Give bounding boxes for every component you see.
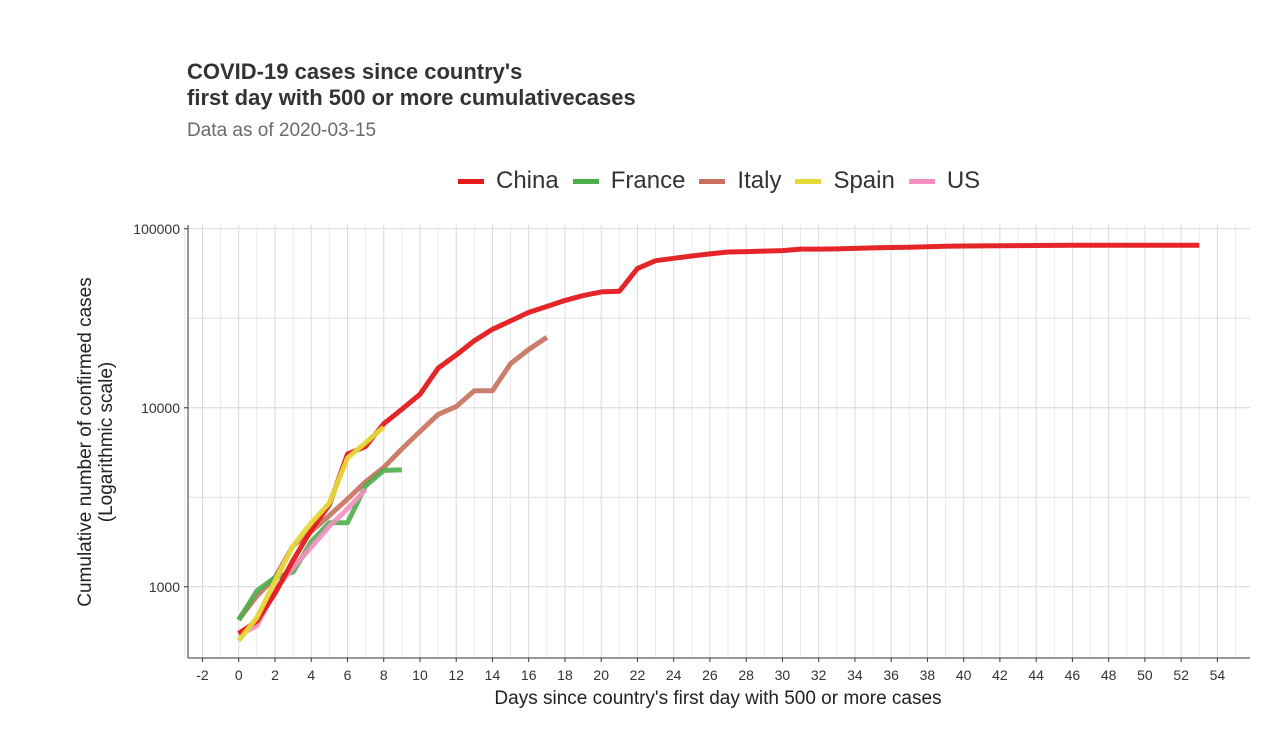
axes: -2 0 2 4 6 8 10 12 14 16 18 20 22 24 26 28 30 32 34 36 38 40 4… <box>133 221 1250 683</box>
chart-legend: China France Italy Spain US <box>458 165 994 197</box>
y-tick-label: 10000 <box>141 400 180 416</box>
x-tick-label: 46 <box>1065 667 1081 683</box>
x-tick-label: 42 <box>992 667 1008 683</box>
x-tick-label: 12 <box>448 667 464 683</box>
legend-swatch <box>458 178 484 184</box>
chart-title-line1: COVID-19 cases since country's <box>187 59 523 84</box>
legend-label: US <box>946 167 981 194</box>
legend-item-china: China <box>458 167 559 195</box>
x-tick-label: 14 <box>485 667 501 683</box>
y-tick-label: 1000 <box>149 579 180 595</box>
x-tick-label: 2 <box>271 667 279 683</box>
series-lines <box>236 242 1200 643</box>
legend-swatch <box>795 178 822 184</box>
x-tick-label: 22 <box>630 667 646 683</box>
legend-swatch <box>572 178 599 184</box>
x-tick-label: 18 <box>557 667 573 683</box>
x-tick-label: 52 <box>1173 667 1189 683</box>
legend-swatch <box>699 178 726 184</box>
legend-label: Spain <box>833 167 895 194</box>
x-tick-label: 0 <box>235 667 243 683</box>
x-tick-label: 24 <box>666 667 682 683</box>
x-tick-label: 50 <box>1137 667 1153 683</box>
legend-label: Italy <box>737 167 782 194</box>
x-tick-label: 6 <box>344 667 352 683</box>
x-tick-label: 38 <box>920 667 936 683</box>
x-tick-label: 20 <box>593 667 609 683</box>
chart-title: COVID-19 cases since country's first day… <box>187 59 636 111</box>
x-tick-label: 40 <box>956 667 972 683</box>
x-tick-label: -2 <box>196 667 209 683</box>
grid-lines <box>183 225 1250 658</box>
legend-item-italy: Italy <box>699 167 781 195</box>
x-tick-label: 28 <box>738 667 754 683</box>
legend-item-us: US <box>908 167 981 195</box>
x-tick-label: 44 <box>1028 667 1044 683</box>
x-tick-label: 16 <box>521 667 537 683</box>
legend-swatch <box>908 178 935 184</box>
series-line-china <box>237 242 1200 636</box>
legend-label: China <box>496 167 559 194</box>
x-tick-label: 26 <box>702 667 718 683</box>
x-tick-label: 10 <box>412 667 428 683</box>
y-axis-label-line2: (Logarithmic scale) <box>96 361 117 523</box>
x-axis-label: Days since country's first day with 500 … <box>494 688 942 709</box>
chart-title-line2: first day with 500 or more cumulativecas… <box>187 85 636 110</box>
x-tick-label: 36 <box>883 667 899 683</box>
series-line-spain <box>236 425 386 643</box>
x-tick-label: 32 <box>811 667 827 683</box>
legend-item-spain: Spain <box>795 167 895 195</box>
x-tick-label: 34 <box>847 667 863 683</box>
x-tick-label: 54 <box>1210 667 1226 683</box>
x-tick-label: 4 <box>307 667 315 683</box>
x-tick-label: 48 <box>1101 667 1117 683</box>
y-tick-label: 100000 <box>133 221 180 237</box>
legend-label: France <box>610 167 686 194</box>
chart-subtitle: Data as of 2020-03-15 <box>187 120 377 141</box>
series-line-france <box>236 467 402 622</box>
legend-item-france: France <box>572 167 686 195</box>
y-axis-label: Cumulative number of confirmed cases (Lo… <box>75 277 117 606</box>
x-tick-label: 8 <box>380 667 388 683</box>
y-axis-label-line1: Cumulative number of confirmed cases <box>75 277 96 607</box>
x-tick-label: 30 <box>775 667 791 683</box>
